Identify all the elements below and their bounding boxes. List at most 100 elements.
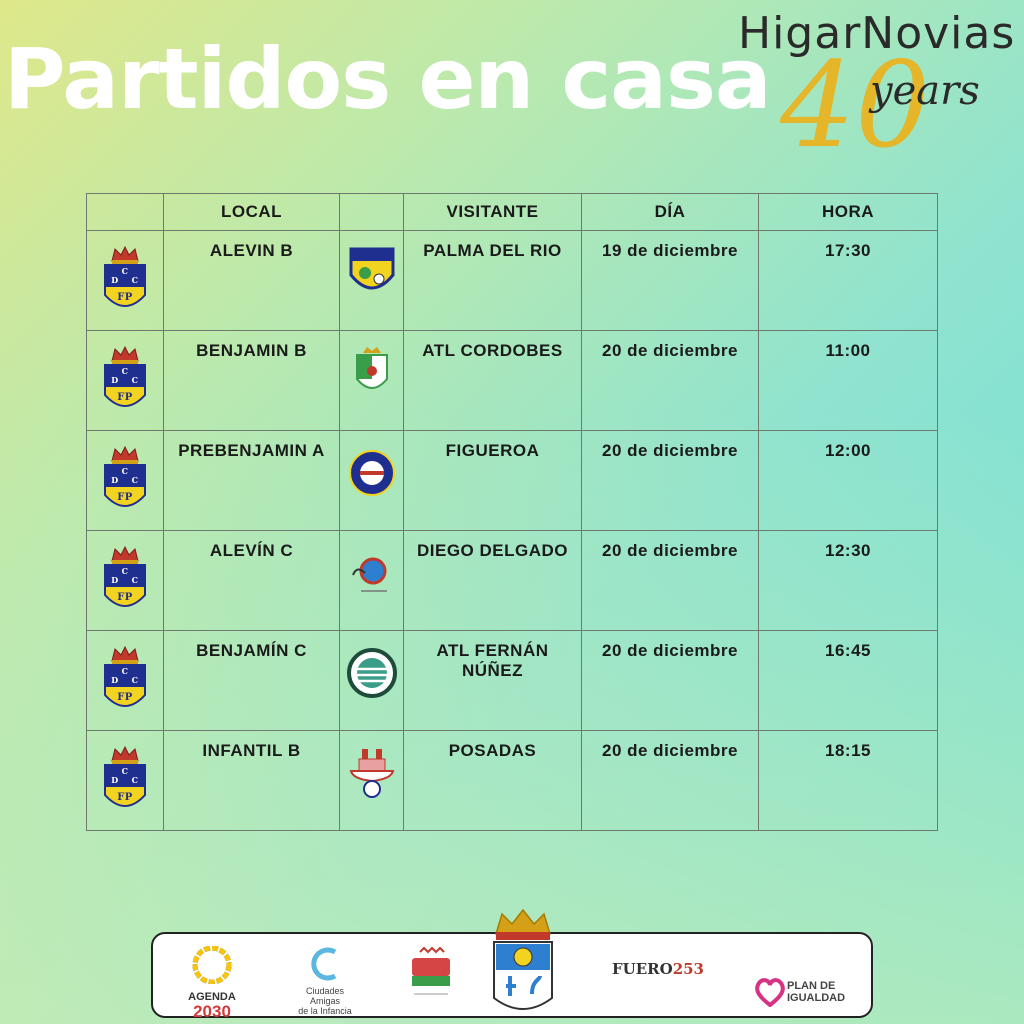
match-time: 18:15 [758,730,938,831]
fernan-nunez-crest-icon [340,645,403,701]
home-crest-cell: C D C FP [86,330,164,431]
match-time: 16:45 [758,630,938,731]
header-dia: DÍA [581,193,759,231]
visitor-team: FIGUEROA [403,430,582,531]
home-crest-icon: C D C FP [104,545,146,607]
crest-letter: C [122,766,129,776]
visitor-team: DIEGO DELGADO [403,530,582,631]
sponsor-name: HigarNovias [738,8,1016,59]
crest-letter: D [111,375,118,385]
table-row: C D C FP BENJAMIN B ATL CORDOBES 20 de d… [86,330,938,431]
sponsor-number: 40 [780,36,931,174]
visitor-team: ATL FERNÁN NÚÑEZ [403,630,582,731]
local-team: BENJAMIN B [163,330,340,431]
sponsor-logo: 40 HigarNovias years [738,8,1024,168]
opponent-crest-cell [339,330,404,431]
match-time: 12:00 [758,430,938,531]
crest-letter: D [111,775,118,785]
match-time: 11:00 [758,330,938,431]
crest-letter: C [122,666,129,676]
local-team: PREBENJAMIN A [163,430,340,531]
crest-letter: C [132,375,139,385]
home-crest-cell: C D C FP [86,430,164,531]
diego-delgado-crest-icon [340,545,403,601]
home-crest-icon: C D C FP [104,345,146,407]
anniversary-emblem-icon [412,946,450,995]
visitor-team: PALMA DEL RIO [403,230,582,331]
local-team: INFANTIL B [163,730,340,831]
match-date: 19 de diciembre [581,230,759,331]
table-row: C D C FP BENJAMÍN C ATL FERNÁN NÚÑEZ 20 … [86,630,938,731]
sdg-wheel-icon [192,945,232,985]
crest-letter: D [111,575,118,585]
palma-crest-icon [340,245,403,301]
match-date: 20 de diciembre [581,730,759,831]
home-crest-cell: C D C FP [86,630,164,731]
agenda-year: 2030 [193,1002,231,1021]
posadas-crest-icon [340,745,403,801]
opponent-crest-cell [339,730,404,831]
home-crest-icon: C D C FP [104,245,146,307]
table-row: C D C FP ALEVIN B PALMA DEL RIO 19 de di… [86,230,938,331]
visitor-team: POSADAS [403,730,582,831]
home-crest-icon: C D C FP [104,445,146,507]
crest-letter: D [111,275,118,285]
header-visitante: VISITANTE [403,193,582,231]
crest-letter: C [132,275,139,285]
table-row: C D C FP PREBENJAMIN A FIGUEROA 20 de di… [86,430,938,531]
match-date: 20 de diciembre [581,430,759,531]
agenda-2030-logo: AGENDA 2030 [183,945,241,1020]
local-team: BENJAMÍN C [163,630,340,731]
crest-letter: D [111,475,118,485]
home-crest-cell: C D C FP [86,230,164,331]
home-crest-icon: C D C FP [104,645,146,707]
crest-letter: C [122,266,129,276]
fuero-logo: FUERO253 [611,960,704,978]
heart-icon [755,978,785,1007]
opponent-crest-cell [339,430,404,531]
home-crest-cell: C D C FP [86,730,164,831]
ciudades-c-icon [311,947,337,981]
match-date: 20 de diciembre [581,330,759,431]
ciudades-amigas-logo: Ciudades Amigas de la Infancia [295,946,355,1016]
crest-letter: C [132,675,139,685]
match-date: 20 de diciembre [581,630,759,731]
plan-igualdad-logo: PLAN DE IGUALDAD [753,960,853,1024]
home-crest-icon: C D C FP [104,745,146,807]
match-time: 17:30 [758,230,938,331]
figueroa-crest-icon [340,445,403,501]
town-crest-icon [493,908,553,1010]
match-time: 12:30 [758,530,938,631]
crest-letter: C [122,566,129,576]
crest-letter: FP [117,592,133,603]
home-crest-cell: C D C FP [86,530,164,631]
crest-letter: FP [117,392,133,403]
header-crest [86,193,164,231]
crest-letter: C [132,575,139,585]
page-title: Partidos en casa [4,30,772,128]
fixtures-table: LOCAL VISITANTE DÍA HORA C D C FP ALEVIN… [86,193,938,831]
crest-letter: FP [117,292,133,303]
match-date: 20 de diciembre [581,530,759,631]
header-opp-crest [339,193,404,231]
visitor-team: ATL CORDOBES [403,330,582,431]
crest-letter: C [122,466,129,476]
local-team: ALEVIN B [163,230,340,331]
crest-letter: FP [117,492,133,503]
table-row: C D C FP ALEVÍN C DIEGO DELGADO 20 de di… [86,530,938,631]
opponent-crest-cell [339,230,404,331]
sponsor-years: years [870,68,980,114]
opponent-crest-cell [339,530,404,631]
header-hora: HORA [758,193,938,231]
table-header-row: LOCAL VISITANTE DÍA HORA [86,193,938,231]
table-row: C D C FP INFANTIL B POSADAS 20 de diciem… [86,730,938,831]
crest-letter: D [111,675,118,685]
opponent-crest-cell [339,630,404,731]
crest-letter: C [132,775,139,785]
local-team: ALEVÍN C [163,530,340,631]
crest-letter: FP [117,692,133,703]
agenda-label: AGENDA [188,991,236,1003]
header-local: LOCAL [163,193,340,231]
crest-letter: C [122,366,129,376]
anniversary-logo [403,946,459,1010]
